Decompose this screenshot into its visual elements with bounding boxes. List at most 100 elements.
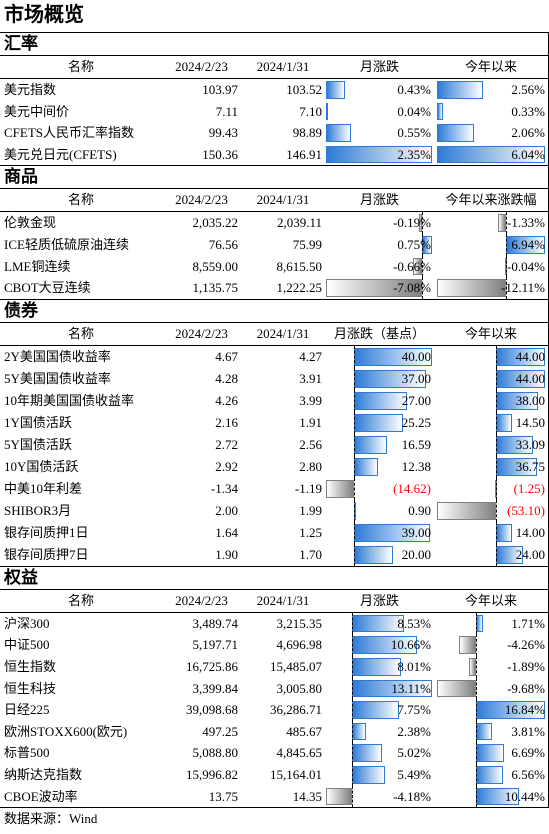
asset-name: 5Y国债活跃 [4,436,72,452]
monthly-change-cell: 25.25 [325,411,434,434]
bar-axis-line [496,389,498,412]
header-row: 名称 2024/2/23 2024/1/31 月涨跌 今年以来涨跌幅 [0,189,548,213]
latest-value: 5,197.71 [192,637,239,653]
bar-axis-line [476,634,478,656]
latest-value: 7.11 [215,103,238,119]
monthly-change-cell: -4.18% [325,785,434,808]
ytd-change-cell: 2.06% [434,122,548,144]
bar-axis-line [421,233,423,256]
prior-value: 103.52 [286,82,322,97]
data-bar-area [326,212,432,234]
monthly-change-cell: 7.75% [325,699,434,721]
bar-axis-line [354,367,356,390]
section-label: 汇率 [0,32,548,56]
latest-value: 2.00 [215,502,238,518]
latest-value: 4.67 [215,348,238,364]
ytd-change-value: 6.69% [511,745,545,761]
monthly-change-bar [326,279,422,297]
bar-axis-line [351,699,353,721]
bar-axis-line [354,411,356,434]
ytd-change-cell: 44.00 [434,367,548,390]
monthly-change-value: 5.49% [397,766,431,782]
latest-value: 2.16 [215,414,238,430]
prior-value: 15,164.01 [270,766,322,782]
latest-value: 2,035.22 [192,215,239,231]
asset-name: 中证500 [4,637,50,653]
monthly-change-cell: -7.08% [325,277,434,299]
table-row: ICE轻质低硫原油连续 76.56 75.99 0.75% 6.94% [0,233,548,256]
data-bar-area [437,433,545,456]
monthly-change-value: 16.59 [401,436,431,452]
ytd-change-bar [437,145,545,164]
latest-value: 4.26 [215,392,238,408]
table-row: 1Y国债活跃 2.16 1.91 25.25 14.50 [0,411,548,434]
data-bar-area [326,411,432,434]
prior-value: 3.91 [299,370,322,386]
monthly-change-bar [351,701,400,719]
data-bar-area [437,212,545,234]
prior-value: 3,005.80 [276,680,323,696]
asset-name: 日经225 [4,702,50,718]
monthly-change-value: 2.38% [397,723,431,739]
data-bar-area [326,277,432,299]
bar-axis-line [496,521,498,544]
ytd-change-cell: 0.33% [434,101,548,123]
monthly-change-cell: 2.38% [325,720,434,743]
ytd-change-value: 1.71% [511,615,545,631]
data-bar-area [437,634,545,656]
bar-axis-line [351,785,353,808]
prior-value: 75.99 [292,236,322,252]
asset-name: 2Y美国国债收益率 [4,348,111,364]
monthly-change-value: 2.35% [397,146,431,162]
ytd-change-value: 6.04% [511,146,545,162]
monthly-change-bar [326,479,355,498]
ytd-change-value: 44.00 [515,348,545,364]
asset-name: 10Y国债活跃 [4,458,79,474]
ytd-change-value: 3.81% [511,723,545,739]
header-row: 名称 2024/2/23 2024/1/31 月涨跌 今年以来 [0,590,548,613]
data-bar-area [326,122,432,144]
data-bar-area [326,233,432,256]
table-row: CBOT大豆连续 1,135.75 1,222.25 -7.08% -12.11% [0,277,548,299]
column-header-monthly-change: 月涨跌 [359,192,399,208]
column-header-ytd-change: 今年以来 [464,59,517,74]
bar-axis-line [354,543,356,566]
monthly-change-cell: 0.90 [325,499,434,522]
data-bar-area [326,79,432,101]
monthly-change-value: 25.25 [401,414,431,430]
latest-value: 2.92 [215,458,238,474]
ytd-change-bar [496,413,513,432]
bar-axis-line [476,742,478,764]
latest-value: 497.25 [202,723,238,739]
data-bar-area [326,101,432,123]
monthly-change-cell: 0.55% [325,122,434,144]
monthly-change-value: 13.11% [391,680,431,696]
monthly-change-value: 40.00 [401,348,431,364]
ytd-change-value: 36.75 [515,458,545,474]
monthly-change-cell: 37.00 [325,367,434,390]
latest-value: 1.90 [215,546,238,562]
table-row: 纳斯达克指数 15,996.82 15,164.01 5.49% 6.56% [0,763,548,786]
asset-name: LME铜连续 [4,258,71,274]
prior-value: 1.91 [299,414,322,430]
ytd-change-cell: -1.33% [434,212,548,234]
data-bar-area [326,477,432,500]
column-header-ytd-change: 今年以来 [464,592,517,608]
column-header-prior-value: 2024/1/31 [256,325,310,341]
latest-value: 15,996.82 [186,766,238,782]
data-bar-area [437,655,545,678]
bar-axis-line [351,634,353,656]
prior-value: 146.91 [286,146,322,162]
ytd-change-cell: -4.26% [434,634,548,656]
table-row: 2Y美国国债收益率 4.67 4.27 40.00 44.00 [0,345,548,368]
ytd-change-cell: 2.56% [434,79,548,101]
ytd-change-bar [437,279,506,297]
ytd-change-value: 10.44% [504,788,545,804]
monthly-change-bar [354,457,379,476]
latest-value: 8,559.00 [192,258,239,274]
monthly-change-cell: 16.59 [325,433,434,456]
column-header-prior-value: 2024/1/31 [256,59,310,74]
ytd-change-cell: 6.69% [434,742,548,764]
prior-value: 4,845.65 [276,745,323,761]
prior-value: 98.89 [292,125,322,141]
